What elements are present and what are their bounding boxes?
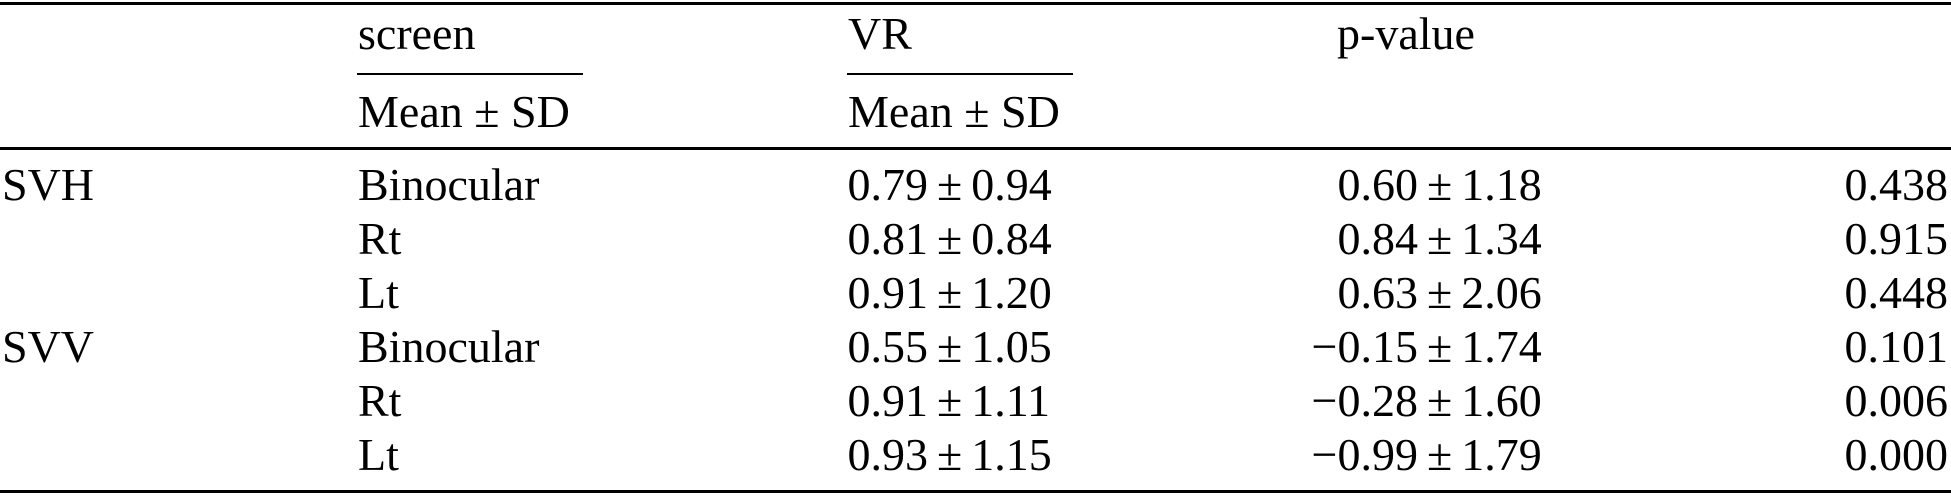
table-row: SVH Binocular 0.79 ±0.94 0.60 ±1.18 0.438 xyxy=(0,162,1951,216)
column-header-pvalue: p-value xyxy=(1337,8,1475,59)
table-row: Lt 0.93 ±1.15 −0.99 ±1.79 0.000 xyxy=(0,432,1951,486)
vr-value: −0.15 ±1.74 xyxy=(1306,324,1542,370)
screen-value: 0.91 ±1.11 xyxy=(816,375,1051,426)
sd-value: 1.34 xyxy=(1461,213,1542,264)
vr-value: −0.99 ±1.79 xyxy=(1306,432,1542,478)
bottom-rule xyxy=(0,490,1951,493)
plus-minus-sign: ± xyxy=(1427,213,1453,264)
plus-minus-sign: ± xyxy=(937,213,963,264)
screen-value: 0.91 ±1.20 xyxy=(816,270,1052,316)
plus-minus-sign: ± xyxy=(1427,267,1453,318)
plus-minus-sign: ± xyxy=(1427,429,1453,480)
screen-value: 0.81 ±0.84 xyxy=(816,216,1052,262)
screen-value: 0.93 ±1.15 xyxy=(816,432,1052,478)
p-value: 0.448 xyxy=(1844,267,1949,318)
p-value: 0.438 xyxy=(1844,159,1949,210)
table-row: Rt 0.81 ±0.84 0.84 ±1.34 0.915 xyxy=(0,216,1951,270)
sd-value: 1.11 xyxy=(971,375,1051,426)
vr-value: 0.84 ±1.34 xyxy=(1306,216,1542,262)
measure-label: SVV xyxy=(2,321,95,372)
header-bottom-rule xyxy=(0,147,1951,150)
mean-value: 0.84 xyxy=(1337,213,1419,264)
mean-value: 0.55 xyxy=(847,321,929,372)
plus-minus-sign: ± xyxy=(937,375,963,426)
plus-minus-sign: ± xyxy=(1427,321,1453,372)
sd-value: 1.74 xyxy=(1461,321,1542,372)
p-value: 0.000 xyxy=(1844,429,1949,480)
table-row: SVV Binocular 0.55 ±1.05 −0.15 ±1.74 0.101 xyxy=(0,324,1951,378)
sd-value: 1.79 xyxy=(1461,429,1542,480)
plus-minus-sign: ± xyxy=(937,429,963,480)
condition-label: Binocular xyxy=(358,321,540,372)
screen-value: 0.55 ±1.05 xyxy=(816,324,1052,370)
mean-value: 0.63 xyxy=(1337,267,1419,318)
condition-label: Binocular xyxy=(358,159,540,210)
mean-value: −0.15 xyxy=(1311,321,1418,372)
subheader-screen-mean-sd: Mean ± SD xyxy=(358,86,570,137)
mean-value: −0.28 xyxy=(1311,375,1418,426)
vr-value: −0.28 ±1.60 xyxy=(1306,378,1542,424)
mean-value: 0.81 xyxy=(847,213,929,264)
screen-header-underline xyxy=(357,73,583,75)
column-header-screen: screen xyxy=(358,8,476,59)
column-header-vr: VR xyxy=(848,8,912,59)
top-rule xyxy=(0,2,1951,5)
mean-value: 0.93 xyxy=(847,429,929,480)
condition-label: Rt xyxy=(358,375,402,426)
p-value: 0.915 xyxy=(1844,213,1949,264)
p-value: 0.006 xyxy=(1844,375,1949,426)
vr-header-underline xyxy=(847,73,1073,75)
plus-minus-sign: ± xyxy=(937,267,963,318)
mean-value: 0.91 xyxy=(847,267,929,318)
table-row: Lt 0.91 ±1.20 0.63 ±2.06 0.448 xyxy=(0,270,1951,324)
condition-label: Lt xyxy=(358,429,399,480)
sd-value: 1.18 xyxy=(1461,159,1542,210)
plus-minus-sign: ± xyxy=(1427,375,1453,426)
vr-value: 0.60 ±1.18 xyxy=(1306,162,1542,208)
sd-value: 1.05 xyxy=(971,321,1052,372)
condition-label: Rt xyxy=(358,213,402,264)
sd-value: 0.84 xyxy=(971,213,1052,264)
sd-value: 1.15 xyxy=(971,429,1052,480)
sd-value: 2.06 xyxy=(1461,267,1542,318)
mean-value: 0.60 xyxy=(1337,159,1419,210)
sd-value: 1.60 xyxy=(1461,375,1542,426)
mean-value: 0.79 xyxy=(847,159,929,210)
table-row: Rt 0.91 ±1.11 −0.28 ±1.60 0.006 xyxy=(0,378,1951,432)
mean-value: −0.99 xyxy=(1311,429,1418,480)
plus-minus-sign: ± xyxy=(1427,159,1453,210)
condition-label: Lt xyxy=(358,267,399,318)
p-value: 0.101 xyxy=(1844,321,1949,372)
plus-minus-sign: ± xyxy=(937,159,963,210)
sd-value: 0.94 xyxy=(971,159,1052,210)
plus-minus-sign: ± xyxy=(937,321,963,372)
sd-value: 1.20 xyxy=(971,267,1052,318)
screen-value: 0.79 ±0.94 xyxy=(816,162,1052,208)
mean-value: 0.91 xyxy=(847,375,929,426)
measure-label: SVH xyxy=(2,159,95,210)
vr-value: 0.63 ±2.06 xyxy=(1306,270,1542,316)
subheader-vr-mean-sd: Mean ± SD xyxy=(848,86,1060,137)
